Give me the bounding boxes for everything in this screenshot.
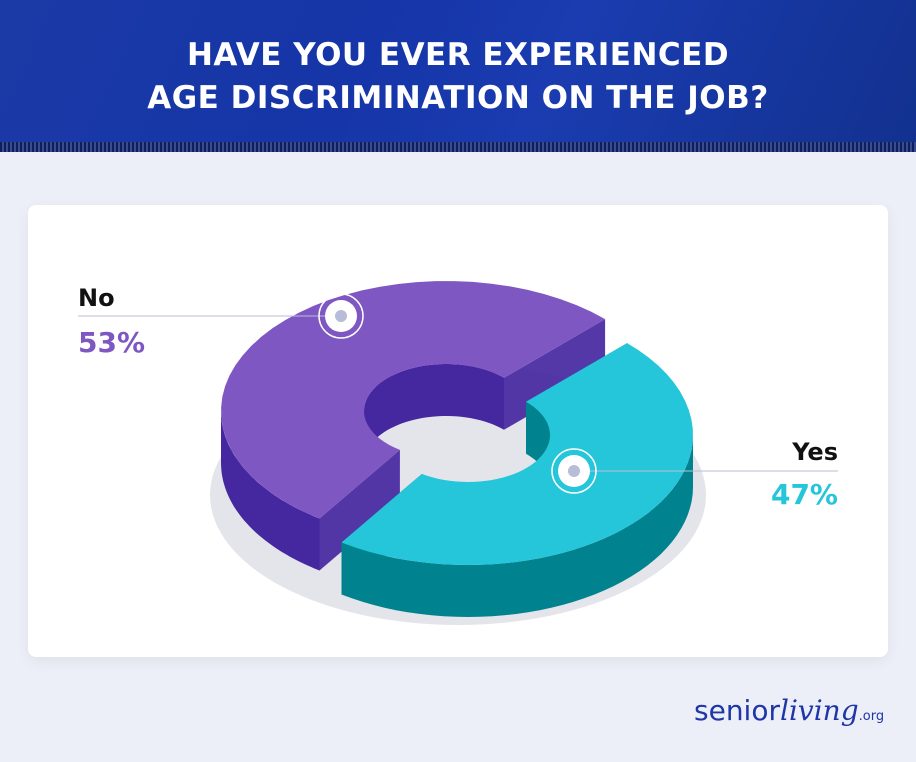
logo-part-senior: senior bbox=[694, 694, 780, 727]
header-divider bbox=[0, 142, 916, 152]
header-banner bbox=[0, 0, 916, 142]
page-title: HAVE YOU EVER EXPERIENCED AGE DISCRIMINA… bbox=[0, 34, 916, 120]
title-line-1: HAVE YOU EVER EXPERIENCED bbox=[186, 37, 730, 73]
slice-yes-outer-wall bbox=[341, 435, 693, 617]
value-no: 53% bbox=[78, 326, 146, 359]
slice-yes-top bbox=[341, 343, 693, 565]
logo-part-living: living bbox=[779, 694, 859, 727]
marker-dot-yes bbox=[568, 465, 580, 477]
marker-ring-yes bbox=[551, 448, 597, 494]
marker-ring-no bbox=[318, 293, 364, 339]
seniorliving-logo: seniorliving.org bbox=[694, 694, 884, 727]
slice-no-inner-wall bbox=[364, 364, 504, 463]
slice-no-top bbox=[221, 281, 606, 519]
value-yes: 47% bbox=[770, 478, 838, 511]
label-yes: Yes bbox=[792, 438, 838, 466]
marker-dot-no bbox=[335, 310, 347, 322]
label-no: No bbox=[78, 284, 115, 312]
title-line-2: AGE DISCRIMINATION ON THE JOB? bbox=[147, 80, 769, 116]
slice-no-cut-face bbox=[319, 449, 400, 571]
logo-part-org: .org bbox=[858, 709, 885, 724]
slice-no-outer-wall bbox=[221, 411, 320, 571]
